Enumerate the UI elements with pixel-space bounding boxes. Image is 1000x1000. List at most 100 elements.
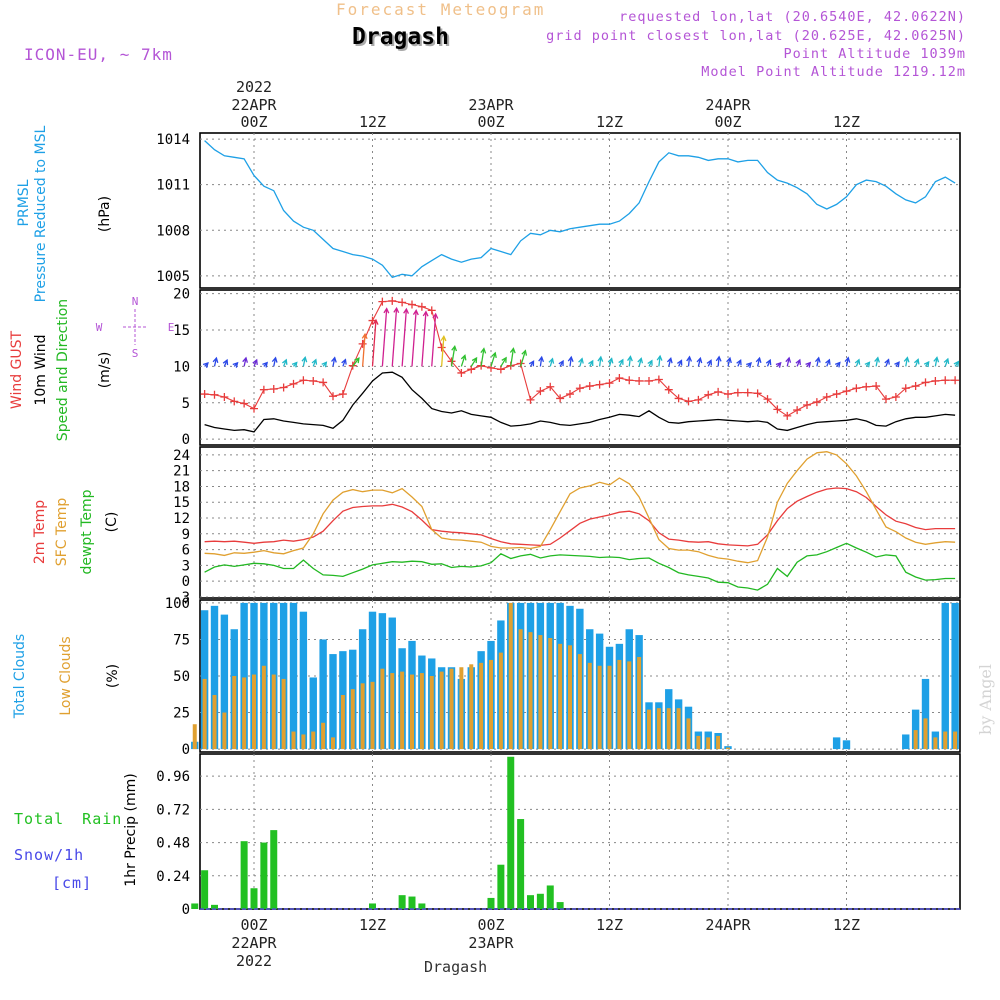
snow-unit-label: [cm] — [52, 874, 93, 892]
wind-direction-arrow — [361, 334, 366, 367]
gust-point — [259, 385, 268, 394]
gust-point — [812, 398, 821, 407]
ytick-label-wind: 15 — [173, 323, 190, 339]
wind-direction-arrow — [668, 358, 672, 367]
ytick-label-temperature: 15 — [173, 495, 190, 511]
wind-direction-arrowhead — [854, 358, 861, 365]
low-clouds-bar — [656, 708, 661, 750]
top-time-tick-label: 12Z — [833, 113, 860, 131]
ytick-label-temperature: 6 — [182, 543, 190, 559]
wind-direction-arrowhead — [202, 362, 209, 368]
wind-direction-arrowhead — [618, 358, 624, 365]
low-clouds-bar — [291, 731, 296, 750]
gust-point — [921, 378, 930, 387]
low-clouds-bar — [419, 673, 424, 750]
low-clouds-bar — [321, 722, 326, 750]
rain-bar — [398, 895, 406, 909]
wind-direction-arrowhead — [923, 360, 930, 368]
wind-direction-arrowhead — [785, 356, 792, 363]
wind-direction-arrowhead — [647, 359, 653, 366]
compass-e: E — [168, 321, 175, 334]
gust-point — [566, 390, 574, 399]
gust-point — [398, 298, 407, 307]
wind-direction-arrow — [401, 309, 408, 367]
ytick-label-precip: 0 — [182, 902, 190, 918]
wind-direction-arrow — [539, 357, 543, 367]
total-clouds-bar — [329, 654, 337, 750]
ytick-label-temperature: 3 — [182, 558, 190, 574]
wind-direction-arrowhead — [765, 358, 772, 366]
rain-bar — [527, 895, 534, 909]
low-clouds-bar — [222, 712, 227, 750]
gust-point — [269, 384, 278, 393]
total-clouds-bar — [309, 677, 317, 750]
gust-point — [595, 380, 604, 389]
wind-direction-arrow — [450, 346, 456, 367]
wind-direction-arrowhead — [696, 356, 703, 364]
rain-bar — [536, 893, 544, 909]
wind-direction-arrow — [243, 357, 247, 367]
wind-direction-arrowhead — [509, 347, 516, 354]
low-clouds-bar — [350, 689, 355, 750]
wind-direction-arrow — [500, 357, 507, 367]
wind-direction-arrow — [786, 357, 790, 367]
bottom-time-tick-label: 12Z — [596, 916, 623, 934]
wind-direction-arrowhead — [212, 356, 219, 364]
wind-direction-arrowhead — [805, 361, 812, 368]
gust-point — [743, 388, 752, 397]
gust-point — [250, 404, 258, 413]
gust-point — [230, 397, 239, 406]
gust-point — [733, 388, 742, 397]
rain-bar — [240, 841, 248, 909]
wind-direction-arrowhead — [558, 359, 564, 367]
wind-direction-arrowhead — [874, 356, 880, 363]
wind-direction-arrow — [638, 358, 642, 367]
wind-direction-arrowhead — [825, 358, 831, 365]
gust-point — [654, 375, 663, 384]
gust-point — [388, 296, 397, 305]
wind-direction-arrowhead — [686, 355, 693, 362]
gust-point — [822, 392, 831, 401]
low-clouds-bar — [587, 662, 592, 750]
gust-point — [358, 339, 367, 348]
wind-direction-arrowhead — [528, 360, 535, 367]
rain-bar — [270, 830, 278, 909]
total-clouds-bar — [299, 611, 308, 750]
panel-frame-pressure — [199, 132, 961, 289]
wind-direction-arrowhead — [311, 358, 318, 365]
rain-bar — [408, 896, 416, 909]
wind-direction-arrowhead — [480, 347, 487, 354]
wind-direction-arrow — [658, 355, 661, 367]
wind-direction-arrowhead — [460, 354, 467, 361]
wind-direction-arrowhead — [637, 357, 644, 364]
wind-direction-arrow — [371, 320, 377, 367]
wind-direction-arrowhead — [341, 358, 347, 365]
ytick-label-pressure: 1005 — [156, 269, 190, 285]
compass-s: S — [132, 347, 139, 360]
sfc-temp-line — [204, 451, 956, 564]
ytick-label-temperature: -3 — [173, 590, 190, 606]
wind-direction-arrowhead — [953, 360, 960, 367]
wind-direction-arrow — [510, 348, 515, 367]
wind-direction-arrow — [520, 350, 527, 367]
low-clouds-bar — [469, 664, 474, 750]
low-clouds-bar — [331, 737, 335, 750]
low-clouds-bar — [913, 730, 918, 750]
wind-direction-arrow — [598, 356, 602, 367]
wind-direction-arrowhead — [291, 361, 298, 368]
wind-direction-arrow — [905, 357, 909, 367]
wind-direction-arrowhead — [548, 357, 555, 364]
rain-bar — [507, 756, 515, 909]
ytick-label-temperature: 12 — [173, 511, 190, 527]
panel-frame-temperature — [199, 446, 961, 599]
wind-direction-arrowhead — [262, 361, 269, 368]
low-clouds-bar — [479, 662, 484, 750]
gust-point — [911, 382, 920, 391]
ytick-label-pressure: 1008 — [156, 223, 190, 239]
gust-point — [882, 395, 890, 404]
ytick-label-pressure: 1014 — [156, 132, 190, 148]
low-clouds-bar — [390, 673, 395, 750]
ytick-label-precip: 0.72 — [156, 802, 190, 818]
gust-point — [951, 376, 960, 385]
wind-direction-arrowhead — [864, 361, 871, 368]
